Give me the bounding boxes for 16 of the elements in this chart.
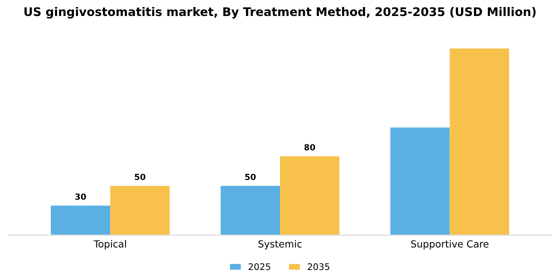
- bar: [390, 128, 450, 236]
- data-label: 50: [245, 174, 256, 180]
- x-tick-label: Supportive Care: [411, 240, 488, 250]
- x-tick-label: Systemic: [258, 240, 302, 250]
- bar: [110, 186, 170, 236]
- data-label: 50: [134, 174, 146, 180]
- bar: [280, 156, 340, 236]
- bar: [50, 206, 110, 236]
- bar: [220, 186, 280, 236]
- data-label: 80: [304, 144, 316, 150]
- legend-label: 2035: [308, 263, 330, 270]
- bar: [450, 48, 510, 236]
- legend-label: 2025: [248, 263, 270, 270]
- x-tick-label: Topical: [94, 240, 126, 250]
- data-label: 30: [75, 193, 86, 200]
- chart-title: US gingivostomatitis market, By Treatment Method, 2025-2035 (USD Million): [24, 7, 536, 19]
